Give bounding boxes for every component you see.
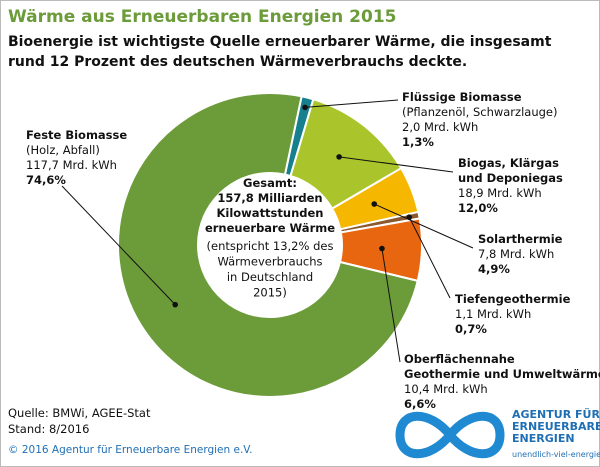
text-line: rund 12 Prozent des deutschen Wärmeverbr… xyxy=(8,54,467,70)
leader-line xyxy=(61,185,176,305)
value-label: 2,0 Mrd. kWh xyxy=(402,120,478,134)
leader-dot xyxy=(406,214,413,220)
leader-line xyxy=(381,248,401,363)
text-line: Biogas, Klärgas xyxy=(458,156,559,170)
pie-segment xyxy=(117,92,419,398)
text-line: ERNEUERBARE xyxy=(512,420,600,433)
text-line: Oberflächennahe xyxy=(404,352,515,366)
percentage-label: 6,6% xyxy=(404,397,436,411)
category-note: (Pflanzenöl, Schwarzlauge) xyxy=(402,105,557,119)
text-line: Gesamt: xyxy=(243,176,297,190)
leader-line xyxy=(339,156,454,173)
chart-title: Wärme aus Erneuerbaren Energien 2015 xyxy=(8,7,397,27)
category-label: Solarthermie xyxy=(478,232,563,246)
value-label: 7,8 Mrd. kWh xyxy=(478,247,554,261)
leader-dot xyxy=(379,245,385,252)
center-title: Gesamt: 157,8 Milliarden Kilowattstunden er… xyxy=(205,176,335,235)
percentage-label: 12,0% xyxy=(458,201,498,215)
text-line: Bioenergie ist wichtigste Quelle erneuer… xyxy=(8,34,552,50)
leader-dot xyxy=(172,301,178,308)
category-label: Biogas, Klärgas und Deponiegas xyxy=(458,156,563,185)
source: Quelle: BMWi, AGEE-Stat xyxy=(8,406,151,420)
category-note: (Holz, Abfall) xyxy=(26,143,100,157)
donut-hole xyxy=(200,175,340,315)
category-label: Tiefengeothermie xyxy=(455,292,571,306)
center-note: (entspricht 13,2% des Wärmeverbrauchs in D… xyxy=(207,239,334,300)
category-label: Feste Biomasse xyxy=(26,128,127,142)
category-label: Flüssige Biomasse xyxy=(402,90,522,104)
text-line: AGENTUR FÜR xyxy=(512,407,600,421)
leader-dot xyxy=(336,154,342,160)
logo-text: AGENTUR FÜR ERNEUERBARE ENERGIEN xyxy=(512,407,600,445)
text-line: Geothermie und Umweltwärme xyxy=(404,367,600,381)
percentage-label: 0,7% xyxy=(455,322,487,336)
text-line: Kilowattstunden xyxy=(216,206,323,220)
category-label: Oberflächennahe Geothermie und Umweltwärm… xyxy=(404,352,600,381)
chart-subtitle: Bioenergie ist wichtigste Quelle erneuer… xyxy=(8,34,552,70)
text-line: in Deutschland xyxy=(227,270,313,284)
value-label: 1,1 Mrd. kWh xyxy=(455,307,531,321)
percentage-label: 74,6% xyxy=(26,173,66,187)
text-line: Wärmeverbrauchs xyxy=(217,255,322,269)
logo-symbol xyxy=(395,411,505,459)
value-label: 10,4 Mrd. kWh xyxy=(404,382,488,396)
text-line: (entspricht 13,2% des xyxy=(207,239,334,253)
copyright: © 2016 Agentur für Erneuerbare Energien … xyxy=(8,444,252,456)
leader-dot xyxy=(371,201,378,207)
leader-line xyxy=(408,216,451,299)
text-line: und Deponiegas xyxy=(458,171,563,185)
value-label: 117,7 Mrd. kWh xyxy=(26,158,117,172)
text-line: 157,8 Milliarden xyxy=(217,191,322,205)
text-line: ENERGIEN xyxy=(512,432,575,445)
leader-line xyxy=(374,203,474,249)
percentage-label: 4,9% xyxy=(478,262,510,276)
value-label: 18,9 Mrd. kWh xyxy=(458,186,542,200)
text-line: erneuerbare Wärme xyxy=(205,221,335,235)
leader-dot xyxy=(302,104,308,111)
date: Stand: 8/2016 xyxy=(8,422,89,436)
logo-url: unendlich-viel-energie.de xyxy=(512,450,600,459)
text-line: 2015) xyxy=(253,286,287,300)
leader-line xyxy=(304,99,399,108)
percentage-label: 1,3% xyxy=(402,135,434,149)
